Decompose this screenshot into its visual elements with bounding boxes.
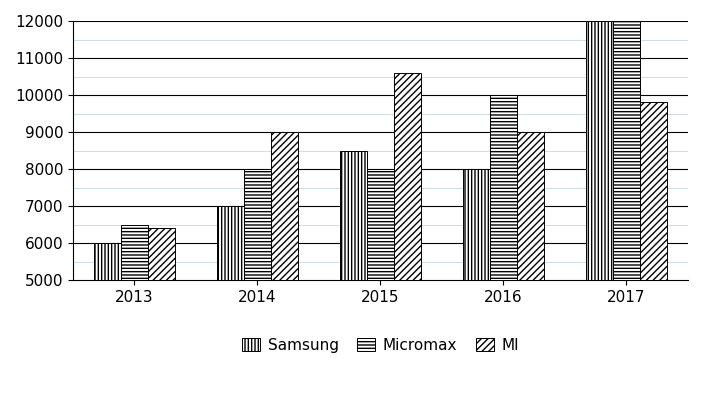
Bar: [640, 102, 667, 403]
Bar: [271, 132, 298, 403]
Legend: Samsung, Micromax, MI: Samsung, Micromax, MI: [236, 332, 525, 359]
Bar: [586, 21, 613, 403]
Bar: [93, 243, 121, 403]
Bar: [121, 225, 148, 403]
Bar: [244, 169, 271, 403]
Bar: [367, 169, 394, 403]
Bar: [463, 169, 490, 403]
Bar: [490, 95, 517, 403]
Bar: [340, 151, 367, 403]
Bar: [148, 229, 175, 403]
Bar: [517, 132, 544, 403]
Bar: [613, 21, 640, 403]
Bar: [394, 73, 421, 403]
Bar: [217, 206, 244, 403]
